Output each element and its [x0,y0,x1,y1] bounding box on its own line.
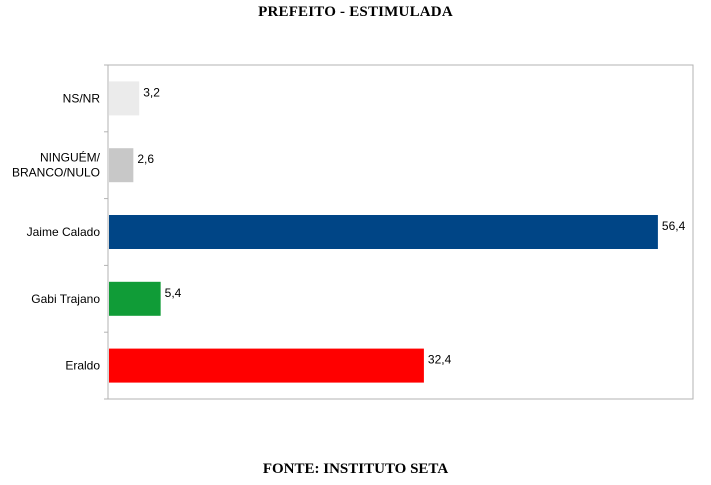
chart-title: PREFEITO - ESTIMULADA [258,4,453,20]
chart-source: FONTE: INSTITUTO SETA [262,461,449,477]
bar-value-label: 3,2 [143,85,160,99]
category-label: NINGUÉM/BRANCO/NULO [12,150,101,180]
bar-value-label: 56,4 [662,219,686,233]
bar [109,348,424,383]
bar-value-label: 32,4 [428,353,452,367]
bar [109,81,140,116]
bar [109,148,134,183]
bar-value-label: 5,4 [165,286,182,300]
axis-ticks [104,64,108,400]
bar-value-label: 2,6 [137,152,154,166]
category-label: Gabi Trajano [31,292,100,306]
value-labels: 3,2 2,6 56,4 5,4 32,4 [137,85,685,366]
category-label: NS/NR [63,91,101,105]
category-label: Eraldo [65,359,100,373]
category-labels: NS/NR NINGUÉM/BRANCO/NULO Jaime Calado Gabi… [12,91,101,372]
bars-layer [109,81,658,383]
category-label: Jaime Calado [27,225,101,239]
bar [109,215,658,249]
bar [109,281,161,316]
